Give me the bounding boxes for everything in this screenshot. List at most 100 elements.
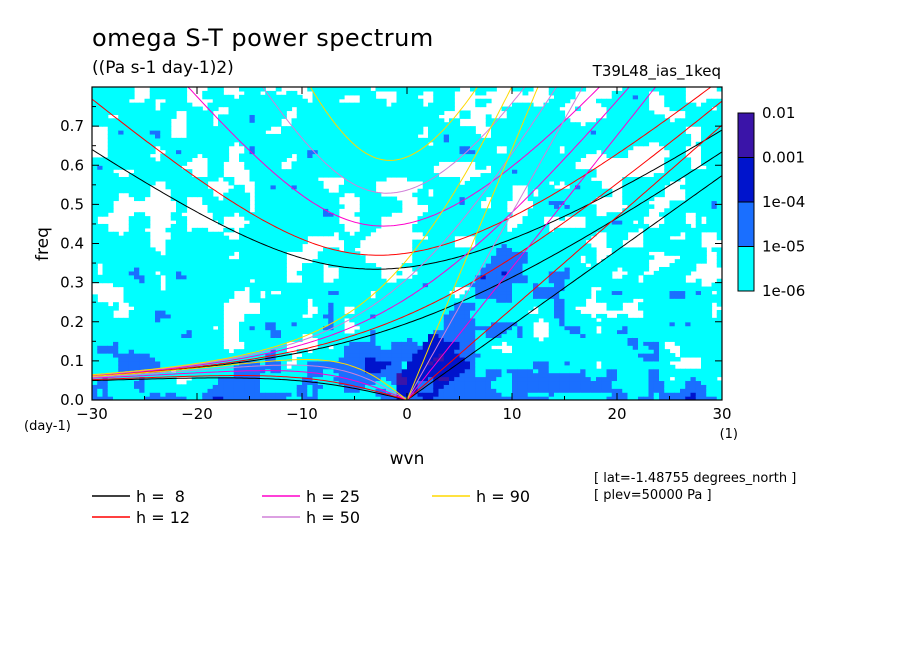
power-cell [428, 130, 434, 135]
power-cell [375, 110, 382, 115]
power-cell [433, 223, 440, 229]
power-cell [375, 173, 382, 178]
power-cell [344, 137, 350, 143]
power-cell [386, 200, 392, 205]
power-cell [92, 173, 98, 178]
power-cell [338, 133, 345, 139]
power-cell [480, 310, 487, 315]
power-cell [113, 282, 119, 288]
power-cell [359, 376, 366, 382]
power-cell [417, 87, 424, 92]
power-cell [260, 310, 266, 315]
power-cell [470, 137, 476, 143]
power-cell [286, 286, 293, 292]
power-cell [275, 173, 282, 178]
power-cell [275, 321, 282, 327]
power-cell [480, 137, 487, 143]
power-cell [265, 263, 272, 268]
power-cell [265, 384, 272, 389]
power-cell [454, 282, 461, 288]
power-cell [459, 282, 466, 288]
power-cell [417, 376, 424, 382]
power-cell [407, 360, 413, 366]
power-cell [359, 384, 366, 389]
power-cell [407, 372, 413, 378]
power-cell [275, 169, 282, 174]
power-cell [244, 165, 251, 170]
power-cell [302, 165, 308, 170]
power-cell [386, 196, 392, 202]
power-cell [202, 266, 209, 272]
power-cell [260, 274, 266, 280]
power-cell [323, 286, 329, 292]
power-cell [239, 231, 245, 237]
power-cell [323, 87, 329, 92]
power-cell [370, 356, 377, 362]
power-cell [239, 188, 245, 194]
power-cell [228, 360, 235, 366]
power-cell [97, 176, 104, 182]
power-cell [176, 90, 182, 96]
power-cell [107, 126, 114, 131]
power-cell [464, 294, 471, 299]
power-cell [323, 204, 329, 209]
power-cell [470, 353, 476, 358]
power-cell [123, 345, 130, 350]
power-cell [102, 360, 109, 366]
power-cell [412, 325, 419, 331]
power-cell [396, 364, 403, 370]
power-cell [307, 173, 314, 178]
power-cell [386, 114, 392, 119]
power-cell [286, 239, 293, 245]
power-cell [323, 294, 329, 299]
power-cell [386, 353, 392, 358]
power-cell [181, 169, 188, 174]
power-cell [459, 157, 466, 162]
power-cell [128, 353, 135, 358]
power-cell [307, 196, 314, 202]
power-cell [454, 192, 461, 198]
power-cell [464, 110, 471, 115]
power-cell [312, 286, 319, 292]
power-cell [123, 251, 130, 256]
power-cell [296, 118, 303, 123]
power-cell [165, 313, 172, 319]
power-cell [296, 216, 303, 221]
power-cell [307, 274, 314, 280]
power-cell [97, 392, 104, 397]
power-cell [223, 212, 230, 217]
power-cell [328, 204, 335, 209]
power-cell [359, 274, 366, 280]
power-cell [286, 223, 293, 229]
power-cell [480, 286, 487, 292]
power-cell [202, 278, 209, 284]
power-cell [333, 372, 340, 378]
power-cell [123, 137, 130, 143]
power-cell [139, 310, 146, 315]
power-cell [296, 157, 303, 162]
power-cell [265, 149, 272, 155]
power-cell [443, 220, 450, 225]
power-cell [155, 325, 161, 331]
power-cell [223, 396, 230, 400]
power-cell [176, 298, 182, 303]
power-cell [170, 188, 177, 194]
power-cell [323, 388, 329, 393]
power-cell [123, 87, 130, 92]
power-cell [302, 196, 308, 202]
power-cell [312, 130, 319, 135]
power-cell [92, 388, 98, 393]
power-cell [475, 368, 482, 374]
power-cell [139, 259, 146, 264]
power-cell [270, 251, 277, 256]
power-cell [254, 227, 261, 233]
power-cell [323, 137, 329, 143]
power-cell [459, 212, 466, 217]
power-cell [307, 364, 314, 370]
power-cell [459, 204, 466, 209]
power-cell [102, 388, 109, 393]
power-cell [207, 161, 214, 166]
power-cell [144, 317, 151, 323]
power-cell [438, 263, 445, 268]
power-cell [475, 259, 482, 264]
